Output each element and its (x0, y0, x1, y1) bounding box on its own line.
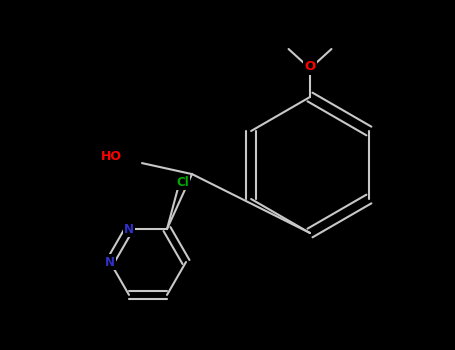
Text: HO: HO (101, 149, 122, 163)
Text: N: N (124, 223, 134, 236)
Text: O: O (304, 61, 316, 74)
Text: Cl: Cl (177, 176, 189, 189)
Text: N: N (105, 256, 115, 268)
